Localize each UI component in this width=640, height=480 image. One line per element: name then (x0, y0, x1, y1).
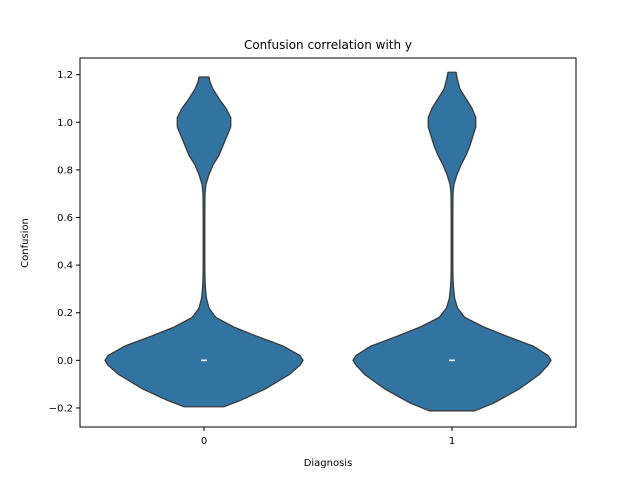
y-tick-label: 0.2 (57, 308, 73, 319)
x-axis-label: Diagnosis (304, 458, 353, 469)
x-tick-label: 1 (449, 436, 455, 447)
y-tick-label: −0.2 (49, 403, 73, 414)
y-axis-label: Confusion (20, 218, 31, 268)
x-tick-label: 0 (201, 436, 207, 447)
y-tick-label: 0.4 (57, 261, 73, 272)
y-tick-label: 0.6 (57, 213, 73, 224)
y-axis: −0.2 0.0 0.2 0.4 0.6 0.8 1.0 1.2 (49, 70, 80, 414)
plot-frame (79, 57, 577, 428)
y-tick-label: 0.8 (57, 165, 73, 176)
violin-1 (352, 71, 552, 412)
y-tick-label: 0.0 (57, 356, 73, 367)
chart-title: Confusion correlation with y (244, 38, 412, 52)
y-tick-label: 1.0 (57, 118, 73, 129)
violin-0 (104, 76, 304, 408)
y-tick-label: 1.2 (57, 70, 73, 81)
